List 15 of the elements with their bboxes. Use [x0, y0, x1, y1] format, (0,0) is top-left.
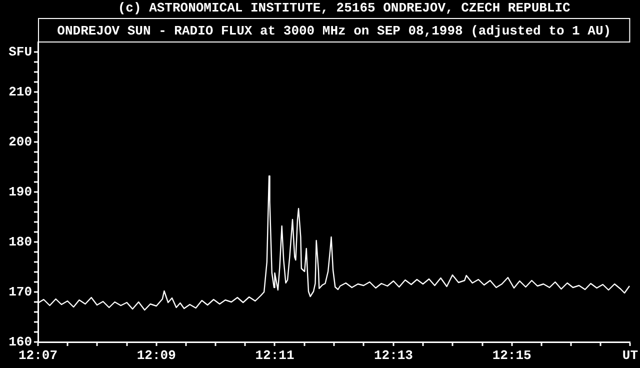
- x-tick-label: 12:09: [136, 348, 176, 364]
- y-tick-label: 160: [8, 334, 32, 350]
- x-tick-label: 12:11: [255, 348, 294, 364]
- y-tick-label: SFU: [8, 44, 32, 60]
- y-tick-label: 210: [8, 84, 32, 100]
- y-tick-label: 170: [8, 284, 32, 300]
- y-tick-label: 190: [8, 184, 32, 200]
- y-tick-label: 200: [8, 134, 32, 150]
- x-tick-label: 12:15: [492, 348, 532, 364]
- x-tick-label: 12:07: [18, 348, 58, 364]
- x-tick-label: 12:13: [374, 348, 414, 364]
- chart-title: ONDREJOV SUN - RADIO FLUX at 3000 MHz on SEP 08,1998 (adjusted to 1 AU): [57, 23, 612, 38]
- text: (c) ASTRONOMICAL INSTITUTE, 25165 ONDREJOV, CZECH REPUBLIC: [118, 0, 571, 16]
- y-tick-label: 180: [8, 234, 32, 250]
- x-tick-label: UT: [622, 348, 638, 364]
